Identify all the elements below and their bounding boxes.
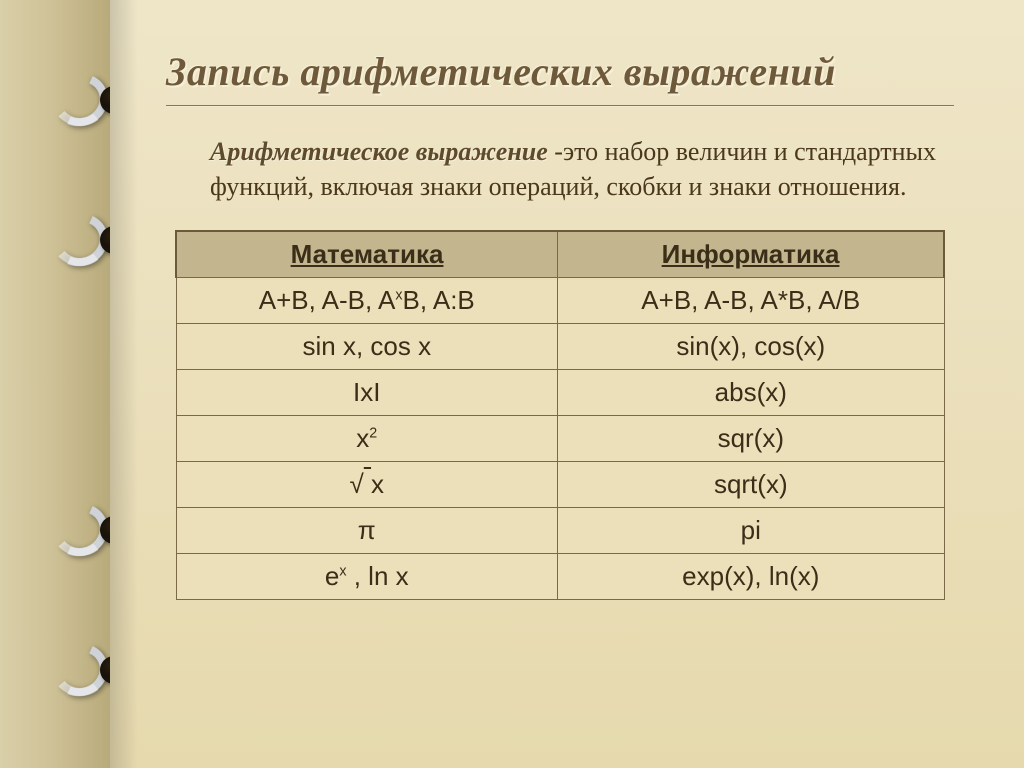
binder-ring (46, 500, 106, 560)
table-cell-math: x2 (176, 415, 558, 461)
table-header-left: Математика (176, 231, 558, 277)
table-header-right: Информатика (558, 231, 944, 277)
table-cell-cs: sqr(x) (558, 415, 944, 461)
table-cell-cs: pi (558, 507, 944, 553)
table-cell-math: IxI (176, 369, 558, 415)
binder-spine (0, 0, 110, 768)
slide-page: Запись арифметических выражений Арифмети… (110, 0, 1024, 768)
binder-ring (46, 70, 106, 130)
expressions-table: Математика Информатика A+B, A-B, AxB, A:… (175, 230, 945, 600)
table-cell-cs: sqrt(x) (558, 461, 944, 507)
binder-ring (46, 210, 106, 270)
title-divider (166, 105, 954, 106)
table-cell-math: A+B, A-B, AxB, A:B (176, 277, 558, 323)
table-cell-math: π (176, 507, 558, 553)
table-row: ex , ln xexp(x), ln(x) (176, 553, 944, 599)
table-row: IxIabs(x) (176, 369, 944, 415)
table-cell-cs: A+B, A-B, A*B, A/B (558, 277, 944, 323)
table-cell-cs: abs(x) (558, 369, 944, 415)
table-header-row: Математика Информатика (176, 231, 944, 277)
page-title: Запись арифметических выражений (166, 48, 954, 95)
table-row: A+B, A-B, AxB, A:BA+B, A-B, A*B, A/B (176, 277, 944, 323)
binder-ring (46, 640, 106, 700)
definition-term: Арифметическое выражение (210, 137, 548, 166)
table-row: √ xsqrt(x) (176, 461, 944, 507)
table-row: sin x, cos xsin(x), cos(x) (176, 323, 944, 369)
table-cell-math: √ x (176, 461, 558, 507)
table-cell-math: sin x, cos x (176, 323, 558, 369)
table-cell-math: ex , ln x (176, 553, 558, 599)
table-row: x2sqr(x) (176, 415, 944, 461)
table-cell-cs: sin(x), cos(x) (558, 323, 944, 369)
table-cell-cs: exp(x), ln(x) (558, 553, 944, 599)
table-row: πpi (176, 507, 944, 553)
definition-text: Арифметическое выражение -это набор вели… (166, 134, 954, 204)
